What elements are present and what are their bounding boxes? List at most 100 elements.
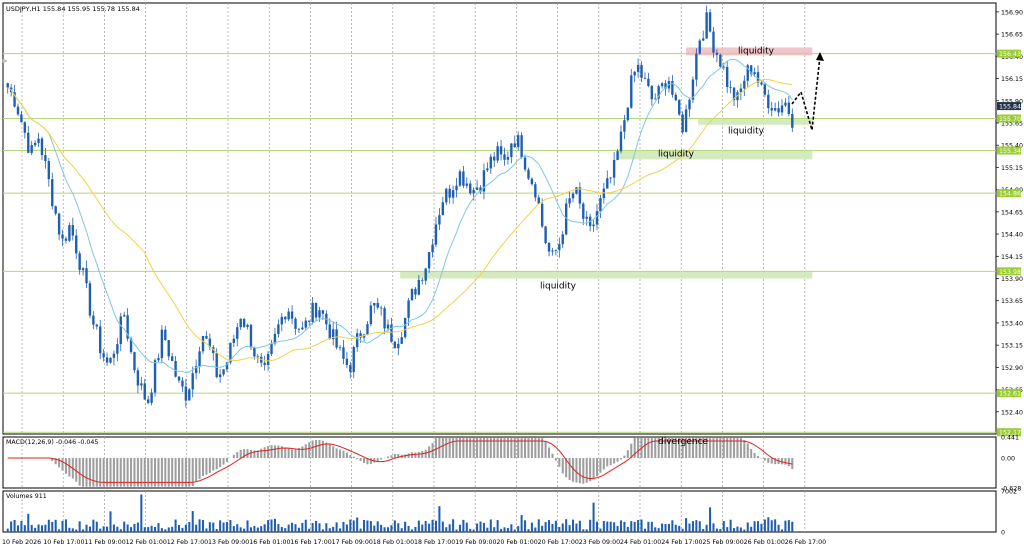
x-tick-label: 20 Feb 17:00 xyxy=(538,539,579,546)
candle-body xyxy=(68,225,71,241)
liquidity-zone xyxy=(698,118,813,125)
candle-body xyxy=(702,38,705,41)
candle-body xyxy=(119,316,122,345)
candle-body xyxy=(338,347,342,349)
candle-body xyxy=(13,92,16,107)
candle-body xyxy=(578,187,582,204)
candle-body xyxy=(678,100,681,115)
candle-body xyxy=(739,88,743,93)
x-tick-label: 24 Feb 01:00 xyxy=(620,539,661,546)
candle-body xyxy=(177,376,181,381)
candle-body xyxy=(551,250,554,252)
macd-y-tick: 0.441 xyxy=(1001,435,1019,442)
candle-body xyxy=(489,156,492,169)
candle-body xyxy=(486,168,489,171)
candle-body xyxy=(400,337,403,344)
candle-body xyxy=(571,193,575,199)
candle-body xyxy=(263,362,266,365)
candle-body xyxy=(205,336,208,339)
x-tick-label: 10 Feb 2026 xyxy=(2,539,41,546)
candle-body xyxy=(650,85,654,100)
candle-body xyxy=(85,268,88,284)
level-label: 155.70 xyxy=(999,116,1021,123)
candle-body xyxy=(458,171,462,186)
y-tick-label: 155.65 xyxy=(1001,120,1023,127)
candle-body xyxy=(284,316,287,320)
candle-body xyxy=(290,311,294,319)
candle-body xyxy=(287,311,290,320)
candle-body xyxy=(150,392,153,403)
candle-body xyxy=(630,75,633,108)
x-tick-label: 13 Feb 09:00 xyxy=(208,539,249,546)
candle-body xyxy=(722,66,725,68)
liquidity-zone xyxy=(686,47,813,56)
candle-body xyxy=(16,106,20,115)
candle-body xyxy=(407,300,410,318)
y-tick-label: 156.90 xyxy=(1001,9,1023,16)
candle-body xyxy=(105,357,109,363)
candle-body xyxy=(153,360,157,393)
panel-frame xyxy=(2,2,997,435)
candle-body xyxy=(448,188,451,198)
candle-body xyxy=(379,307,383,309)
candle-body xyxy=(23,122,27,133)
candle-body xyxy=(314,302,318,318)
candle-body xyxy=(129,338,133,353)
candle-body xyxy=(606,178,609,189)
candle-body xyxy=(619,131,623,152)
y-tick-label: 153.65 xyxy=(1001,298,1023,305)
volume-y-tick: 0 xyxy=(1001,530,1005,537)
candle-body xyxy=(592,224,595,227)
y-tick-label: 156.65 xyxy=(1001,32,1023,39)
candle-body xyxy=(242,318,246,327)
candle-body xyxy=(342,347,345,359)
candle-body xyxy=(462,171,465,186)
candle-body xyxy=(424,268,427,281)
candle-body xyxy=(438,215,441,225)
candle-body xyxy=(383,308,386,329)
candle-body xyxy=(493,156,496,161)
liquidity-zone xyxy=(618,150,813,160)
candle-body xyxy=(126,315,129,339)
candle-body xyxy=(215,353,218,378)
y-tick-label: 153.15 xyxy=(1001,343,1023,350)
candle-body xyxy=(688,99,691,110)
candle-body xyxy=(191,373,194,390)
candle-body xyxy=(81,268,85,270)
zone-label: liquidity xyxy=(728,127,765,137)
candle-body xyxy=(729,86,732,88)
candle-body xyxy=(297,328,301,330)
candle-body xyxy=(403,317,407,338)
candle-body xyxy=(256,356,260,358)
candle-body xyxy=(780,105,784,113)
candle-body xyxy=(6,83,9,88)
candle-body xyxy=(188,389,191,401)
candle-body xyxy=(434,224,438,245)
candle-body xyxy=(554,250,558,251)
candle-body xyxy=(787,102,791,114)
candle-body xyxy=(441,202,445,216)
level-label: 153.98 xyxy=(999,269,1021,276)
y-tick-label: 154.40 xyxy=(1001,232,1023,239)
candle-body xyxy=(558,244,561,251)
candle-body xyxy=(273,334,277,344)
candle-body xyxy=(753,72,756,75)
candle-body xyxy=(674,94,677,101)
candle-body xyxy=(397,343,400,349)
level-label: 154.86 xyxy=(999,191,1021,198)
candle-body xyxy=(671,80,674,95)
x-tick-label: 20 Feb 01:00 xyxy=(496,539,537,546)
candle-body xyxy=(33,142,37,146)
y-tick-label: 154.65 xyxy=(1001,209,1023,216)
candle-body xyxy=(167,340,170,357)
x-tick-label: 26 Feb 01:00 xyxy=(744,539,785,546)
ma-slow-line xyxy=(7,78,793,362)
candle-body xyxy=(99,326,102,354)
candle-body xyxy=(510,143,513,158)
candle-body xyxy=(640,64,643,78)
candle-body xyxy=(763,84,767,95)
zone-label: liquidity xyxy=(658,150,695,160)
candle-body xyxy=(277,324,280,335)
y-tick-label: 155.90 xyxy=(1001,98,1023,105)
candle-body xyxy=(301,327,304,330)
